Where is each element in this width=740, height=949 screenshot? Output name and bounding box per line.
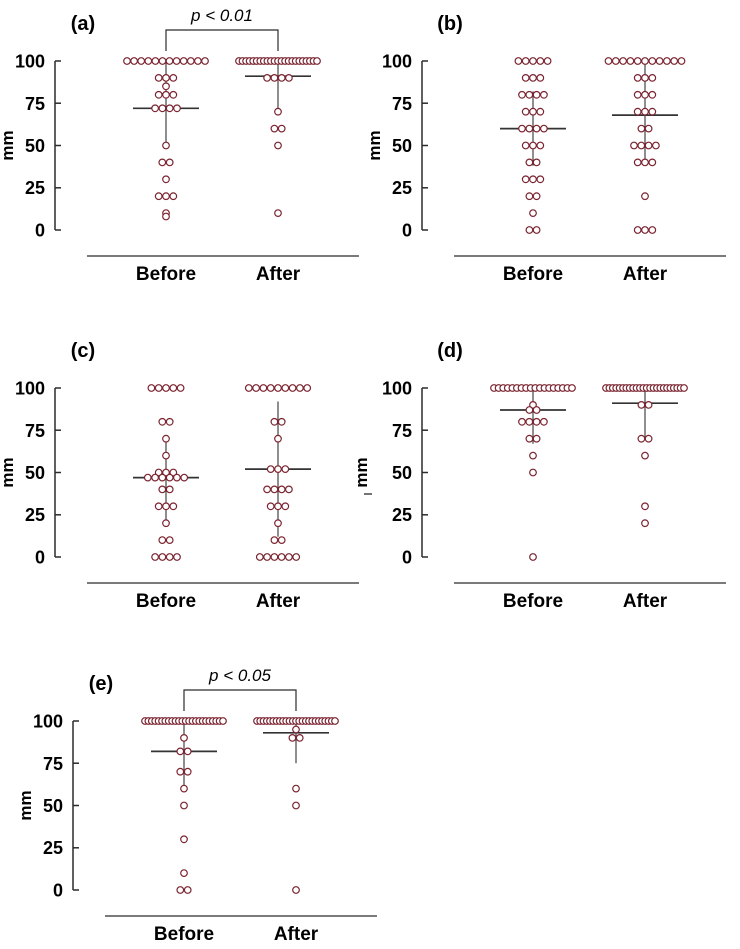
svg-text:Before: Before [136, 264, 196, 285]
svg-text:25: 25 [43, 838, 63, 858]
svg-text:After: After [623, 591, 668, 612]
svg-text:75: 75 [25, 421, 45, 441]
svg-text:After: After [274, 924, 319, 944]
svg-text:75: 75 [392, 421, 412, 441]
svg-text:mm: mm [0, 457, 17, 487]
svg-text:Before: Before [136, 591, 196, 612]
svg-text:50: 50 [392, 463, 412, 483]
svg-text:p < 0.05: p < 0.05 [208, 666, 271, 685]
svg-text:75: 75 [392, 94, 412, 114]
svg-text:25: 25 [25, 178, 45, 198]
svg-text:100: 100 [382, 379, 412, 399]
svg-text:100: 100 [382, 52, 412, 72]
svg-text:50: 50 [25, 136, 45, 156]
svg-text:50: 50 [43, 796, 63, 816]
svg-text:mm: mm [352, 457, 371, 487]
svg-text:p < 0.01: p < 0.01 [190, 6, 253, 25]
svg-text:After: After [256, 264, 301, 285]
svg-text:(a): (a) [71, 13, 95, 35]
svg-text:mm: mm [365, 130, 384, 160]
svg-text:mm: mm [0, 130, 17, 160]
svg-text:(d): (d) [437, 340, 463, 362]
svg-text:25: 25 [25, 505, 45, 525]
svg-text:0: 0 [35, 221, 45, 241]
svg-text:0: 0 [402, 221, 412, 241]
svg-text:Before: Before [154, 924, 214, 944]
svg-text:0: 0 [402, 548, 412, 568]
svg-text:(c): (c) [71, 340, 95, 362]
svg-text:25: 25 [392, 505, 412, 525]
svg-text:50: 50 [392, 136, 412, 156]
svg-text:100: 100 [15, 52, 45, 72]
svg-text:25: 25 [392, 178, 412, 198]
svg-text:mm: mm [16, 790, 35, 820]
svg-text:(b): (b) [437, 13, 463, 35]
svg-text:(e): (e) [89, 673, 113, 695]
svg-text:50: 50 [25, 463, 45, 483]
svg-text:0: 0 [53, 881, 63, 901]
svg-text:75: 75 [25, 94, 45, 114]
svg-text:100: 100 [15, 379, 45, 399]
svg-text:After: After [256, 591, 301, 612]
svg-text:75: 75 [43, 754, 63, 774]
svg-text:0: 0 [35, 548, 45, 568]
svg-text:Before: Before [503, 264, 563, 285]
svg-text:After: After [623, 264, 668, 285]
svg-text:100: 100 [33, 712, 63, 732]
svg-text:Before: Before [503, 591, 563, 612]
